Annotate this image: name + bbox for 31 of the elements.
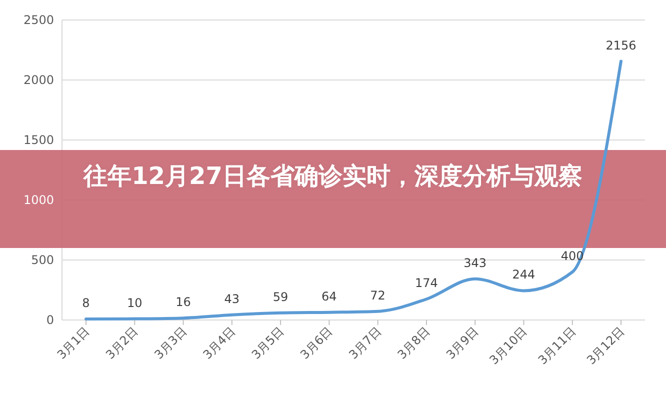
x-tick-label: 3月10日 — [486, 324, 530, 368]
x-tick-label: 3月8日 — [394, 324, 433, 362]
x-tick-label: 3月3日 — [152, 324, 190, 362]
y-tick-label: 2000 — [23, 73, 54, 88]
data-label: 43 — [224, 292, 240, 306]
y-tick-label: 1000 — [23, 193, 54, 208]
x-tick-label: 3月2日 — [103, 324, 141, 362]
y-tick-label: 0 — [46, 313, 54, 328]
data-label: 72 — [370, 288, 386, 302]
x-tick-label: 3月12日 — [584, 324, 628, 368]
data-label: 10 — [126, 296, 142, 310]
x-tick-label: 3月9日 — [444, 324, 482, 362]
x-tick-label: 3月4日 — [200, 324, 238, 362]
x-tick-label: 3月1日 — [54, 324, 92, 362]
data-label: 64 — [322, 289, 337, 304]
text: 往年12月27日各省确诊实时，深度分析与观察 — [82, 161, 584, 192]
data-label: 8 — [82, 296, 90, 310]
y-tick-label: 2500 — [23, 13, 54, 28]
y-tick-label: 500 — [31, 253, 54, 268]
x-tick-label: 3月11日 — [535, 324, 578, 368]
y-tick-label: 1500 — [23, 133, 54, 148]
data-label: 174 — [415, 276, 438, 290]
x-tick-label: 3月6日 — [298, 324, 336, 362]
data-label: 244 — [512, 268, 536, 282]
data-label: 59 — [272, 290, 288, 304]
x-tick-label: 3月5日 — [248, 324, 287, 362]
line-series — [84, 60, 622, 321]
data-label: 2156 — [606, 38, 636, 52]
x-tick-label: 3月7日 — [346, 324, 384, 362]
data-label: 16 — [176, 295, 191, 310]
data-label: 343 — [464, 256, 487, 270]
